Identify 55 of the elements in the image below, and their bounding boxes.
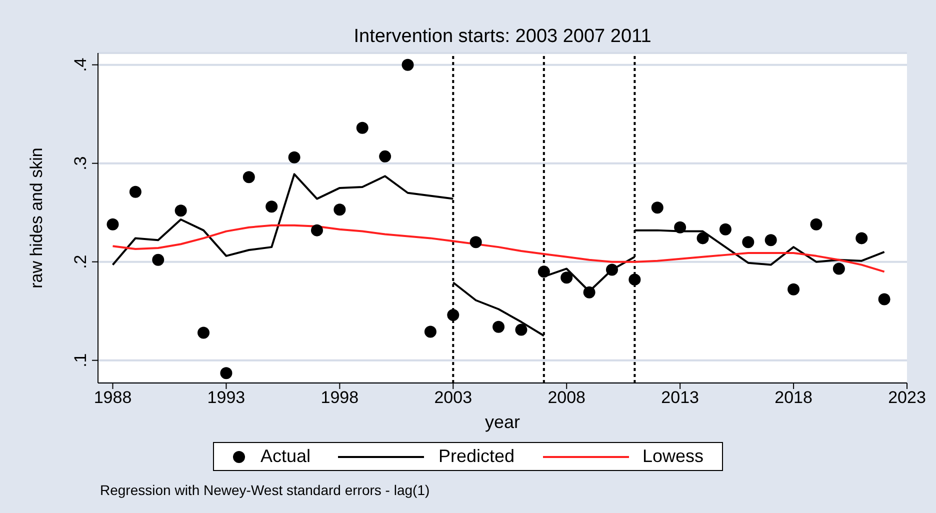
point (696, 232, 709, 244)
point (583, 286, 596, 298)
x-tick-label: 1998 (320, 388, 359, 408)
point (674, 221, 686, 234)
point (402, 58, 414, 71)
point (560, 272, 573, 284)
point (651, 202, 664, 214)
point (106, 218, 119, 230)
point (788, 283, 800, 296)
point (198, 326, 210, 339)
text: Regression with Newey-West standard errors - lag(1) (100, 482, 430, 498)
point (810, 218, 822, 230)
x-axis-title: year (484, 412, 520, 432)
point (719, 223, 732, 236)
legend-label: Lowess (642, 446, 704, 467)
point (538, 266, 550, 278)
point (129, 186, 142, 198)
point (334, 204, 346, 216)
x-tick-label: 2013 (661, 388, 699, 408)
x-tick-label: 1993 (207, 388, 246, 408)
point (470, 236, 482, 248)
legend-label: Actual (260, 446, 310, 467)
legend-label: Predicted (438, 446, 515, 467)
point (288, 151, 300, 164)
x-tick-label: 2023 (888, 388, 926, 408)
point (447, 309, 460, 322)
point (515, 324, 528, 336)
point (856, 232, 868, 244)
point (220, 367, 232, 380)
point (606, 264, 618, 276)
point (492, 320, 505, 333)
point (379, 150, 392, 162)
point (424, 326, 436, 338)
line-series (112, 224, 886, 273)
point (742, 236, 754, 248)
x-tick-label: 1988 (94, 388, 132, 408)
point (266, 200, 278, 213)
point (832, 262, 845, 275)
x-tick-label: 2018 (774, 388, 812, 408)
y-tick-label: .4 (71, 58, 90, 72)
point (310, 224, 323, 236)
point (878, 293, 890, 306)
x-tick-label: 2003 (434, 388, 472, 408)
point (356, 122, 368, 134)
point (174, 204, 187, 217)
chart-title: Intervention starts: 2003 2007 2011 (352, 26, 652, 48)
y-axis-title: raw hides and skin (27, 148, 46, 288)
point (152, 254, 164, 266)
point (628, 274, 641, 286)
point (764, 234, 777, 246)
y-tick-label: .3 (71, 156, 90, 170)
y-tick-label: .2 (71, 254, 90, 269)
point (242, 171, 255, 184)
x-tick-label: 2008 (548, 388, 586, 408)
y-tick-label: .1 (71, 353, 90, 368)
